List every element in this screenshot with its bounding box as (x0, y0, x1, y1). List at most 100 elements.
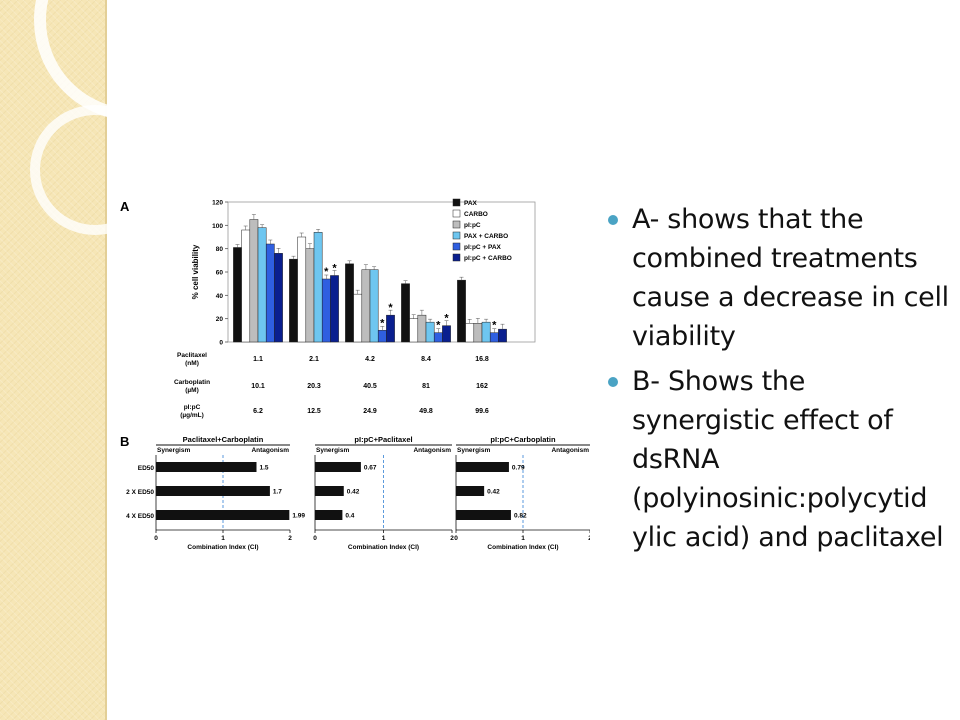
bar-pi-pc (305, 248, 315, 343)
bar-carbo (409, 318, 419, 343)
subplot-title: pI:pC+Paclitaxel (354, 435, 412, 444)
y-tick-label: 100 (212, 223, 223, 230)
antagonism-label: Antagonism (551, 447, 589, 454)
synergism-label: Synergism (457, 447, 490, 454)
x-tick-label: 0 (154, 535, 158, 542)
bar-pi-pc-carbo (386, 314, 395, 343)
legend-label: pI:pC (464, 222, 481, 229)
ci-value-label: 0.42 (487, 489, 500, 496)
row-value: 4.2 (365, 356, 375, 363)
bar-pi-pc (417, 314, 427, 343)
significance-star: * (388, 302, 393, 314)
bullet-item: B- Shows the synergistic effect of dsRNA… (608, 362, 953, 557)
row-value: 81 (422, 383, 430, 390)
row-value: 20.3 (307, 383, 321, 390)
row-value: 99.6 (475, 408, 489, 415)
ci-bar (156, 486, 270, 496)
significance-star: * (380, 317, 385, 329)
row-value: 10.1 (251, 383, 265, 390)
synergism-label: Synergism (157, 447, 190, 454)
significance-star: * (324, 266, 329, 278)
ci-value-label: 0.79 (512, 465, 525, 472)
ci-bar (315, 486, 344, 496)
ci-value-label: 1.99 (292, 513, 305, 520)
bar-pi-pc-carbo (442, 325, 451, 343)
decorative-sidebar (0, 0, 105, 720)
row-value: 40.5 (363, 383, 377, 390)
significance-star: * (332, 263, 337, 275)
row-label: ED50 (138, 465, 155, 472)
bar-carbo (297, 236, 307, 343)
ci-value-label: 0.42 (347, 489, 360, 496)
x-tick-label: 0 (454, 535, 458, 542)
legend-swatch (452, 242, 461, 251)
ci-value-label: 0.82 (514, 513, 527, 520)
bar-pax-carbo (481, 321, 491, 343)
bar-pi-pc (249, 219, 259, 343)
bar-pax (457, 279, 466, 343)
x-axis-label: Combination Index (CI) (348, 544, 419, 551)
x-tick-label: 1 (221, 535, 225, 542)
row-value: 49.8 (419, 408, 433, 415)
subplot-title: pI:pC+Carboplatin (490, 435, 556, 444)
subplot-title: Paclitaxel+Carboplatin (183, 435, 264, 444)
y-tick-label: 80 (216, 246, 224, 253)
y-tick-label: 40 (216, 293, 224, 300)
bullet-list: A- shows that the combined treatments ca… (608, 200, 953, 563)
ci-value-label: 1.7 (273, 489, 282, 496)
bullet-dot-icon (608, 377, 618, 387)
x-tick-label: 2 (288, 535, 292, 542)
bar-carbo (465, 323, 475, 343)
ci-value-label: 0.67 (364, 465, 377, 472)
legend-label: PAX (464, 200, 478, 207)
bar-pi-pc-pax (321, 278, 331, 343)
ci-bar (156, 462, 257, 472)
legend-swatch (452, 231, 461, 240)
row-value: 6.2 (253, 408, 263, 415)
y-tick-label: 20 (216, 316, 224, 323)
panel-b: B ED50 2 X ED50 4 X ED50 Paclitaxel+Carbopla… (120, 434, 590, 551)
x-tick-label: 1 (382, 535, 386, 542)
legend-swatch (452, 220, 461, 229)
bullet-item: A- shows that the combined treatments ca… (608, 200, 953, 356)
x-tick-label: 2 (450, 535, 454, 542)
panel-a-label: A (120, 199, 130, 214)
row-value: 162 (476, 383, 488, 390)
legend-swatch (452, 209, 461, 218)
panel-b-label: B (120, 434, 129, 449)
row-label-unit: (µg/mL) (180, 412, 204, 419)
legend-swatch (452, 253, 461, 262)
row-label: Carboplatin (174, 379, 210, 386)
bar-pax-carbo (369, 269, 379, 343)
significance-star: * (436, 320, 441, 332)
row-label: 2 X ED50 (126, 489, 154, 496)
sidebar-edge (105, 0, 107, 720)
bar-pax-carbo (425, 321, 435, 343)
bar-pax (401, 283, 410, 343)
x-tick-label: 2 (588, 535, 590, 542)
row-label: Paclitaxel (177, 352, 207, 359)
ci-value-label: 0.4 (345, 513, 354, 520)
row-label-unit: (nM) (185, 360, 199, 367)
bar-pax (233, 247, 242, 343)
bullet-dot-icon (608, 215, 618, 225)
legend-swatch (452, 198, 461, 207)
antagonism-label: Antagonism (413, 447, 451, 454)
ci-bar (315, 510, 343, 520)
bar-carbo (353, 293, 363, 343)
legend-label: pI:pC + CARBO (464, 255, 512, 262)
row-value: 2.1 (309, 356, 319, 363)
row-value: 12.5 (307, 408, 321, 415)
synergism-label: Synergism (316, 447, 349, 454)
bullet-text: B- Shows the synergistic effect of dsRNA… (632, 366, 944, 553)
bar-pax (289, 258, 298, 343)
y-tick-label: 0 (219, 340, 223, 347)
bar-pi-pc-pax (377, 330, 387, 343)
y-axis-label: % cell viability (191, 244, 200, 299)
legend-label: pI:pC + PAX (464, 244, 502, 251)
decorative-circles (30, 0, 200, 235)
row-value: 16.8 (475, 356, 489, 363)
x-axis-label: Combination Index (CI) (487, 544, 558, 551)
row-value: 24.9 (363, 408, 377, 415)
